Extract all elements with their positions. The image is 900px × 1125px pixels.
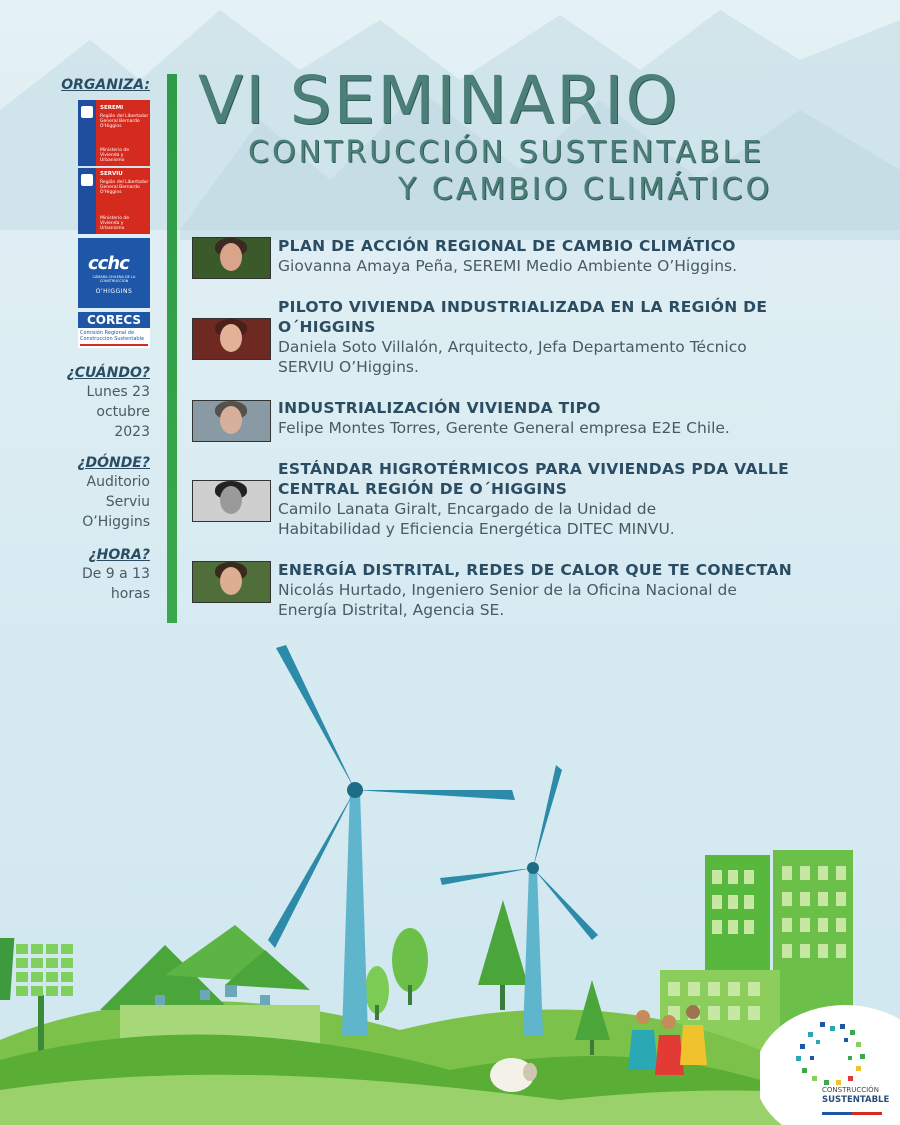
talk-speaker: Giovanna Amaya Peña, SEREMI Medio Ambien… [278,257,738,275]
chile-crest-icon [81,106,93,118]
when-label: ¿CUÁNDO? [66,365,150,381]
serviu-logo: SERVIU Región del Libertador General Ber… [78,168,150,234]
hour-section: ¿HORA? De 9 a 13 horas [40,546,150,604]
cs-logo-line1: CONSTRUCCIÓN [822,1086,879,1094]
wind-turbines [268,645,598,1035]
talk-title: PILOTO VIVIENDA INDUSTRIALIZADA EN LA RE… [278,298,768,316]
construccion-sustentable-logo [760,1005,900,1125]
where-line: O’Higgins [82,514,150,530]
talk-speaker: Felipe Montes Torres, Gerente General em… [278,419,730,437]
sun-dots-icon [796,1022,865,1085]
where-line: Serviu [105,494,150,510]
talk-speaker: Nicolás Hurtado, Ingeniero Senior de la … [278,581,737,599]
talk-speaker: SERVIU O’Higgins. [278,358,419,376]
sheep [490,1058,537,1092]
hour-label: ¿HORA? [88,547,150,563]
cs-logo-line2: SUSTENTABLE [822,1095,890,1105]
speaker-photo [192,480,271,522]
trees [365,900,610,1055]
solar-panel [0,938,73,1055]
green-divider [167,74,177,623]
hour-line: De 9 a 13 [81,566,150,582]
talk-speaker: Habitabilidad y Eficiencia Energética DI… [278,520,675,538]
when-line: octubre [96,404,150,420]
talk-title: ENERGÍA DISTRITAL, REDES DE CALOR QUE TE… [278,561,792,579]
speaker-photo [192,561,271,603]
talk-title: O´HIGGINS [278,318,376,336]
talk-title: INDUSTRIALIZACIÓN VIVIENDA TIPO [278,399,601,417]
when-line: Lunes 23 [86,384,150,400]
seminar-subtitle-line2: Y CAMBIO CLIMÁTICO [398,172,773,207]
cchc-logo: cchc CÁMARA CHILENA DE LA CONSTRUCCIÓN O… [78,238,150,308]
corecs-logo: CORECS Comisión Regional de Construcción… [78,312,150,348]
speaker-photo [192,400,271,442]
speaker-photo [192,237,271,279]
seminar-title: VI SEMINARIO [198,62,680,139]
when-line: 2023 [114,424,150,440]
talk-title: ESTÁNDAR HIGROTÉRMICOS PARA VIVIENDAS PD… [278,460,790,478]
where-line: Auditorio [86,474,151,490]
seminar-subtitle-line1: CONTRUCCIÓN SUSTENTABLE [248,135,764,170]
when-section: ¿CUÁNDO? Lunes 23 octubre 2023 [40,364,150,442]
where-label: ¿DÓNDE? [77,455,150,471]
talk-title: CENTRAL REGIÓN DE O´HIGGINS [278,480,568,498]
chile-crest-icon [81,174,93,186]
talk-speaker: Daniela Soto Villalón, Arquitecto, Jefa … [278,338,747,356]
seremi-logo: SEREMI Región del Libertador General Ber… [78,100,150,166]
organiza-label: ORGANIZA: [61,77,150,93]
hour-line: horas [110,586,150,602]
speaker-photo [192,318,271,360]
talk-title: PLAN DE ACCIÓN REGIONAL DE CAMBIO CLIMÁT… [278,237,736,255]
talk-speaker: Energía Distrital, Agencia SE. [278,601,505,619]
people [628,1005,707,1075]
houses [100,925,320,1045]
talk-speaker: Camilo Lanata Giralt, Encargado de la Un… [278,500,657,518]
where-section: ¿DÓNDE? Auditorio Serviu O’Higgins [40,454,150,532]
